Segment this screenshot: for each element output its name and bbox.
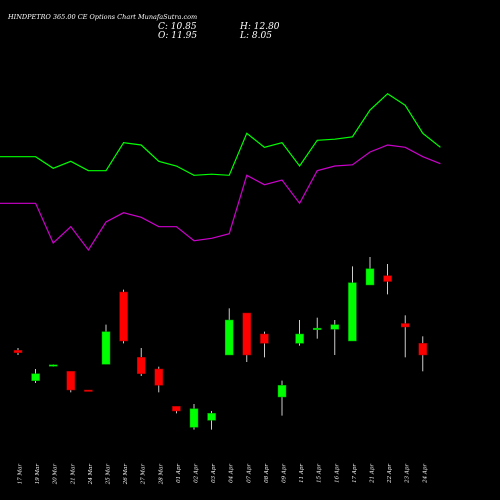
candle-12 xyxy=(224,308,234,356)
ohlc-open: O: 11.95 xyxy=(158,31,197,41)
candle-18 xyxy=(330,320,340,355)
candle-body xyxy=(13,350,23,353)
x-tick-label: 23 Apr xyxy=(405,464,411,484)
candle-4 xyxy=(84,389,93,392)
x-tick-label: 15 Apr xyxy=(317,464,323,483)
x-tick-label: 20 Mar xyxy=(53,464,59,486)
candle-body xyxy=(172,406,181,412)
x-tick-label: 03 Apr xyxy=(211,464,217,483)
candle-body xyxy=(84,389,93,392)
candle-17 xyxy=(312,317,322,339)
x-tick-label: 21 Apr xyxy=(370,464,376,484)
candle-1 xyxy=(31,369,40,383)
candle-body xyxy=(119,291,128,342)
candle-body xyxy=(365,268,375,286)
x-tick-label: 28 Mar xyxy=(158,464,164,486)
candle-body xyxy=(154,368,164,386)
candle-body xyxy=(277,385,287,398)
candle-15 xyxy=(277,380,287,416)
candle-2 xyxy=(48,364,58,367)
low-label: L: xyxy=(240,31,250,41)
x-tick-label: 17 Apr xyxy=(352,464,358,483)
candle-body xyxy=(224,319,234,356)
high-value: 12.80 xyxy=(253,22,280,32)
x-tick-label: 02 Apr xyxy=(194,464,200,483)
x-tick-label: 09 Apr xyxy=(282,464,288,483)
x-tick-label: 04 Apr xyxy=(229,464,235,483)
x-tick-label: 25 Mar xyxy=(106,464,112,486)
x-axis-ticks: 17 Mar 19 Mar 20 Mar 21 Mar 24 Mar 25 Mar 26 M… xyxy=(18,464,429,486)
ohlc-high: H: 12.80 xyxy=(240,22,280,32)
ohlc-low: L: 8.05 xyxy=(240,31,272,41)
candle-body xyxy=(348,282,357,342)
candle-9 xyxy=(172,406,181,414)
x-tick-label: 07 Apr xyxy=(246,464,252,483)
x-tick-label: 21 Mar xyxy=(70,464,76,486)
candle-11 xyxy=(207,411,216,430)
open-label: O: xyxy=(158,31,169,41)
candle-body xyxy=(207,413,216,421)
x-tick-label: 16 Apr xyxy=(334,464,340,483)
candle-3 xyxy=(66,371,76,393)
candle-19 xyxy=(348,266,357,342)
low-value: 8.05 xyxy=(251,31,272,41)
candle-16 xyxy=(295,320,304,346)
x-tick-label: 17 Mar xyxy=(18,464,24,485)
candle-10 xyxy=(189,404,199,430)
candle-14 xyxy=(260,331,269,358)
candle-5 xyxy=(101,324,111,365)
candle-body xyxy=(66,371,76,391)
candles xyxy=(13,257,428,430)
lower-band-line xyxy=(0,144,441,252)
candle-body xyxy=(260,333,269,344)
x-tick-label: 19 Mar xyxy=(35,464,41,485)
candle-21 xyxy=(383,264,392,295)
high-label: H: xyxy=(240,22,251,32)
candle-body xyxy=(383,275,392,282)
x-tick-label: 01 Apr xyxy=(176,464,182,483)
x-tick-label: 22 Apr xyxy=(387,464,393,484)
candle-0 xyxy=(13,348,23,355)
close-label: C: xyxy=(158,22,168,32)
x-tick-label: 24 Apr xyxy=(422,464,428,484)
candle-body xyxy=(136,357,146,374)
candle-body xyxy=(330,324,340,330)
x-tick-label: 08 Apr xyxy=(264,464,270,483)
band-lines xyxy=(0,92,441,252)
candle-body xyxy=(418,343,428,356)
candle-6 xyxy=(119,289,128,344)
candle-body xyxy=(101,331,111,365)
x-tick-label: 24 Mar xyxy=(88,464,94,486)
candle-body xyxy=(48,364,58,367)
candle-body xyxy=(312,327,322,330)
open-value: 11.95 xyxy=(171,31,198,41)
close-value: 10.85 xyxy=(170,22,197,32)
candle-body xyxy=(31,373,40,381)
chart-title: HINDPETRO 365.00 CE Options Chart Munafa… xyxy=(8,13,198,21)
candle-20 xyxy=(365,257,375,286)
ohlc-close: C: 10.85 xyxy=(158,22,197,32)
candle-7 xyxy=(136,348,146,376)
candle-body xyxy=(189,408,199,428)
candle-body xyxy=(242,312,252,356)
candle-body xyxy=(400,323,410,328)
x-tick-label: 26 Mar xyxy=(123,464,129,486)
candle-body xyxy=(295,333,304,344)
candle-23 xyxy=(418,336,428,372)
x-tick-label: 27 Mar xyxy=(141,464,147,486)
upper-band-line xyxy=(0,92,441,176)
candle-22 xyxy=(400,315,410,358)
candle-13 xyxy=(242,312,252,362)
x-tick-label: 11 Apr xyxy=(299,464,305,483)
candle-8 xyxy=(154,366,164,393)
